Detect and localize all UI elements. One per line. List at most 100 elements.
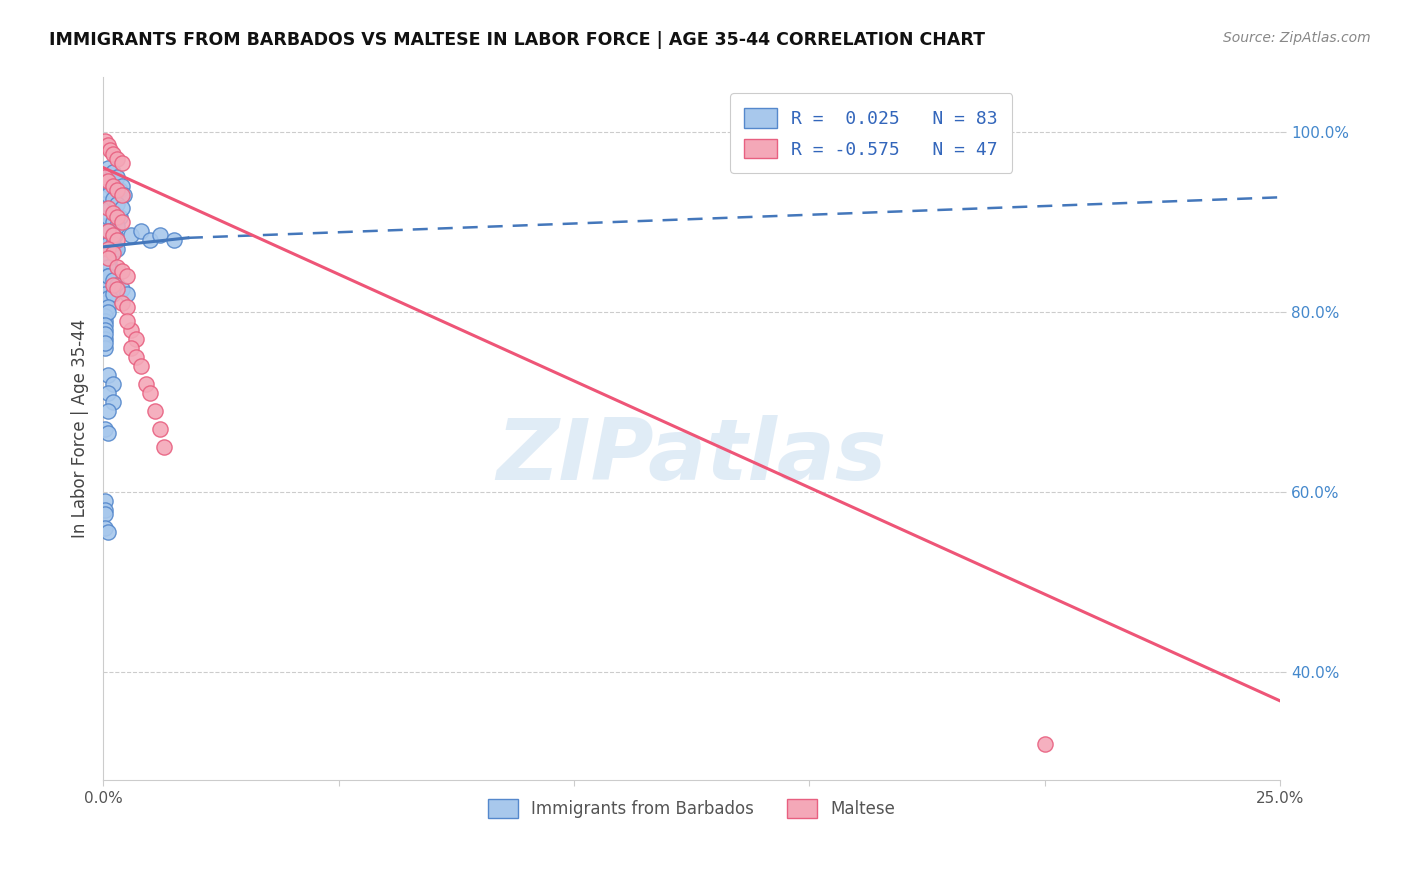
Text: Source: ZipAtlas.com: Source: ZipAtlas.com — [1223, 31, 1371, 45]
Point — [134, 376, 156, 391]
Point — [97, 187, 120, 202]
Point — [97, 174, 120, 188]
Point — [97, 404, 120, 418]
Point — [111, 214, 134, 228]
Point — [104, 228, 127, 243]
Point — [94, 508, 117, 522]
Point — [112, 187, 135, 202]
Point — [149, 228, 172, 243]
Point — [105, 233, 128, 247]
Point — [97, 300, 120, 314]
Point — [139, 233, 162, 247]
Point — [105, 183, 128, 197]
Point — [94, 422, 117, 436]
Point — [94, 219, 117, 233]
Point — [97, 210, 120, 224]
Point — [94, 323, 117, 337]
Point — [97, 251, 120, 265]
Point — [101, 376, 124, 391]
Point — [101, 178, 124, 193]
Point — [105, 260, 128, 274]
Point — [105, 169, 128, 184]
Point — [94, 169, 117, 184]
Point — [115, 300, 138, 314]
Point — [111, 201, 134, 215]
Point — [94, 277, 117, 292]
Point — [97, 161, 120, 175]
Point — [94, 314, 117, 328]
Point — [104, 174, 127, 188]
Point — [94, 282, 117, 296]
Point — [94, 246, 117, 260]
Point — [153, 440, 176, 454]
Text: ZIPatlas: ZIPatlas — [496, 416, 887, 499]
Point — [105, 219, 128, 233]
Point — [94, 341, 117, 355]
Point — [97, 246, 120, 260]
Point — [115, 268, 138, 283]
Point — [129, 224, 152, 238]
Point — [94, 332, 117, 346]
Point — [125, 350, 148, 364]
Point — [101, 214, 124, 228]
Point — [111, 295, 134, 310]
Point — [104, 205, 127, 219]
Point — [115, 314, 138, 328]
Point — [97, 385, 120, 400]
Point — [101, 165, 124, 179]
Point — [111, 187, 134, 202]
Point — [105, 282, 128, 296]
Point — [111, 156, 134, 170]
Point — [97, 224, 120, 238]
Legend: Immigrants from Barbados, Maltese: Immigrants from Barbados, Maltese — [481, 793, 903, 825]
Point — [105, 242, 128, 256]
Y-axis label: In Labor Force | Age 35-44: In Labor Force | Age 35-44 — [72, 319, 89, 539]
Point — [101, 237, 124, 252]
Point — [111, 282, 134, 296]
Point — [94, 336, 117, 351]
Point — [94, 233, 117, 247]
Point — [97, 268, 120, 283]
Point — [120, 228, 142, 243]
Point — [98, 201, 121, 215]
Point — [143, 404, 166, 418]
Point — [97, 201, 120, 215]
Point — [115, 286, 138, 301]
Point — [98, 178, 121, 193]
Point — [97, 304, 120, 318]
Point — [94, 196, 117, 211]
Point — [108, 183, 131, 197]
Point — [94, 273, 117, 287]
Point — [108, 210, 131, 224]
Point — [101, 273, 124, 287]
Point — [97, 268, 120, 283]
Point — [97, 242, 120, 256]
Point — [94, 304, 117, 318]
Point — [139, 385, 162, 400]
Point — [101, 242, 124, 256]
Point — [94, 521, 117, 535]
Point — [101, 228, 124, 243]
Point — [105, 277, 128, 292]
Point — [94, 134, 117, 148]
Point — [94, 169, 117, 184]
Point — [1033, 737, 1056, 751]
Point — [105, 196, 128, 211]
Point — [149, 422, 172, 436]
Point — [97, 224, 120, 238]
Point — [94, 264, 117, 278]
Text: IMMIGRANTS FROM BARBADOS VS MALTESE IN LABOR FORCE | AGE 35-44 CORRELATION CHART: IMMIGRANTS FROM BARBADOS VS MALTESE IN L… — [49, 31, 986, 49]
Point — [129, 359, 152, 373]
Point — [101, 147, 124, 161]
Point — [101, 205, 124, 219]
Point — [94, 494, 117, 508]
Point — [94, 255, 117, 269]
Point — [94, 295, 117, 310]
Point — [101, 286, 124, 301]
Point — [101, 394, 124, 409]
Point — [97, 426, 120, 441]
Point — [97, 237, 120, 252]
Point — [98, 260, 121, 274]
Point — [94, 310, 117, 324]
Point — [105, 210, 128, 224]
